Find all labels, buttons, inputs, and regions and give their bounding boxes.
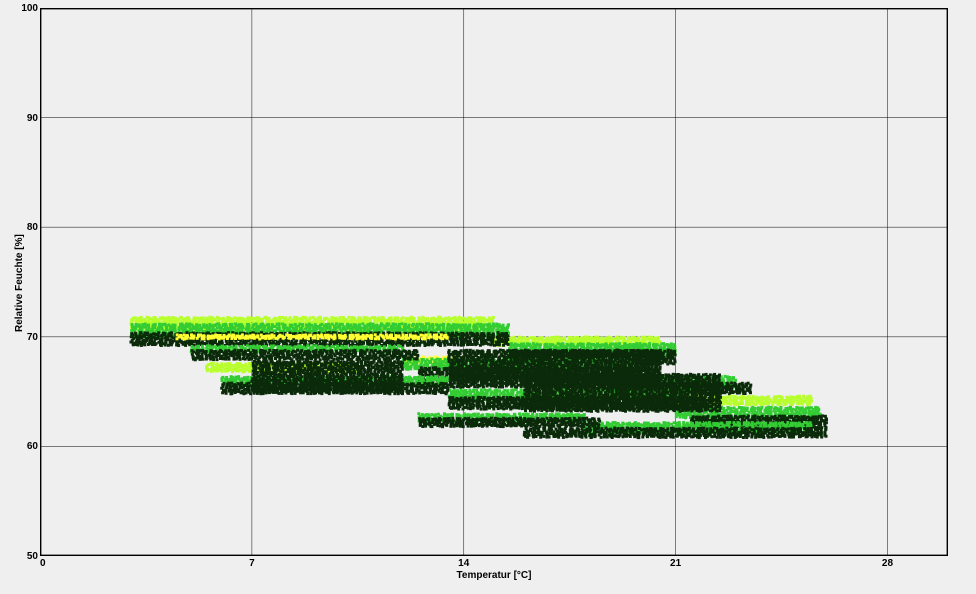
tick-label: 28 (882, 558, 893, 569)
page-root: Relative Feuchte [%] Temperatur [°C] 0 7 1… (0, 0, 976, 594)
tick-label: 70 (27, 332, 38, 343)
scatter-chart (40, 8, 948, 556)
tick-label: 0 (40, 558, 46, 569)
tick-label: 50 (27, 551, 38, 562)
tick-label: 60 (27, 441, 38, 452)
tick-label: 90 (27, 113, 38, 124)
tick-label: 7 (249, 558, 255, 569)
chart-container (40, 8, 948, 556)
y-axis-label: Relative Feuchte [%] (14, 234, 25, 332)
x-axis-label: Temperatur [°C] (457, 570, 532, 581)
tick-label: 80 (27, 222, 38, 233)
tick-label: 100 (21, 3, 38, 14)
tick-label: 21 (670, 558, 681, 569)
tick-label: 14 (458, 558, 469, 569)
